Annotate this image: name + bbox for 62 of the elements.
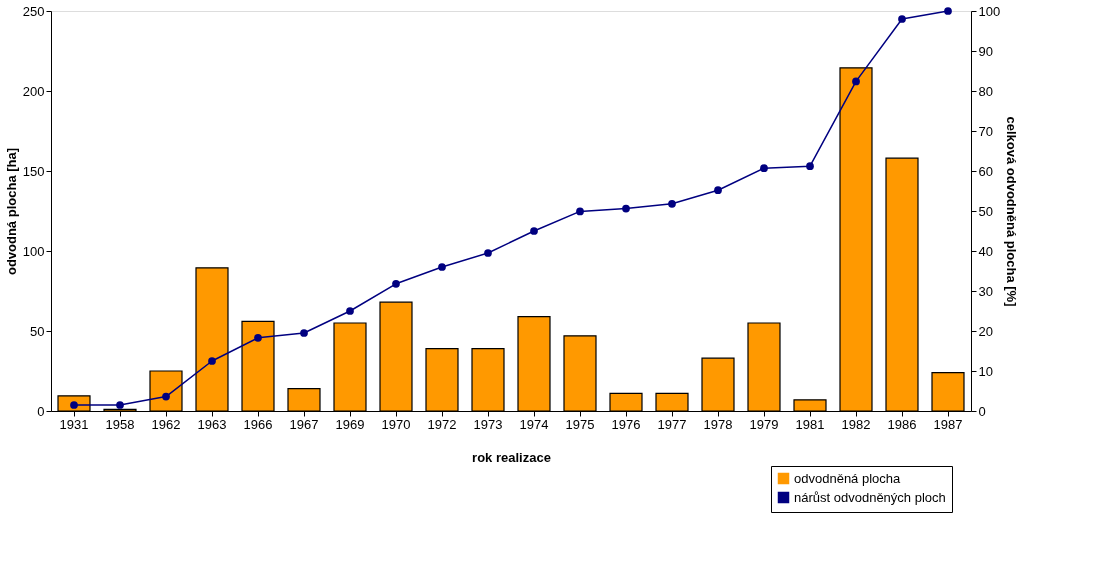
y2-axis-title: celková odvodněná plocha [%]	[1004, 116, 1020, 307]
point	[254, 333, 262, 342]
x-tick-label: 1976	[611, 416, 641, 432]
y2-tick-label: 60	[978, 163, 993, 179]
legend-label: nárůst odvodněných ploch	[794, 489, 946, 505]
point	[208, 357, 216, 365]
x-tick-label: 1966	[243, 416, 273, 432]
point	[438, 263, 446, 271]
point	[852, 77, 860, 86]
x-tick-label: 1987	[933, 416, 963, 432]
y-tick-label: 200	[22, 83, 45, 99]
y2-tick-label: 90	[978, 43, 993, 59]
y-tick-label: 150	[22, 163, 45, 179]
legend-label: odvodněná plocha	[794, 470, 902, 486]
point	[530, 227, 538, 235]
point	[944, 7, 952, 15]
y-tick-label: 0	[37, 403, 45, 419]
y2-tick-label: 30	[978, 283, 993, 299]
x-tick-label: 1931	[59, 416, 89, 432]
y2-tick-label: 10	[978, 363, 993, 379]
y-tick-label: 50	[30, 323, 45, 339]
y2-tick-label: 50	[978, 203, 993, 219]
x-tick-label: 1972	[427, 416, 457, 432]
x-tick-label: 1978	[703, 416, 733, 432]
y2-tick-label: 80	[978, 83, 993, 99]
x-tick-label: 1979	[749, 416, 779, 432]
point	[898, 15, 906, 23]
point	[162, 392, 170, 401]
y2-tick-label: 100	[978, 3, 1001, 19]
y2-tick-label: 0	[978, 403, 986, 419]
point	[116, 401, 124, 409]
point	[484, 249, 492, 257]
point	[70, 401, 78, 409]
point	[760, 164, 768, 173]
point	[622, 204, 630, 213]
x-tick-label: 1981	[795, 416, 825, 432]
x-tick-label: 1962	[151, 416, 181, 432]
x-tick-label: 1986	[887, 416, 917, 432]
x-tick-label: 1975	[565, 416, 595, 432]
y2-tick-label: 40	[978, 243, 993, 259]
point	[300, 329, 308, 337]
x-tick-label: 1969	[335, 416, 365, 432]
point	[346, 307, 354, 315]
x-tick-label: 1967	[289, 416, 319, 432]
x-tick-label: 1963	[197, 416, 227, 432]
point	[576, 207, 584, 216]
y2-tick-label: 70	[978, 123, 993, 139]
x-tick-label: 1974	[519, 416, 549, 432]
point	[806, 162, 814, 171]
x-tick-label: 1977	[657, 416, 687, 432]
x-tick-label: 1973	[473, 416, 503, 432]
x-axis-title: rok realizace	[472, 449, 551, 465]
x-tick-label: 1982	[841, 416, 871, 432]
y-tick-label: 100	[22, 243, 45, 259]
x-tick-label: 1970	[381, 416, 411, 432]
y-axis-title: odvodná plocha [ha]	[3, 147, 19, 276]
point	[714, 186, 722, 195]
point	[392, 279, 400, 288]
y-tick-label: 250	[22, 3, 45, 19]
point	[668, 199, 676, 208]
y2-tick-label: 20	[978, 323, 993, 339]
x-tick-label: 1958	[105, 416, 135, 432]
